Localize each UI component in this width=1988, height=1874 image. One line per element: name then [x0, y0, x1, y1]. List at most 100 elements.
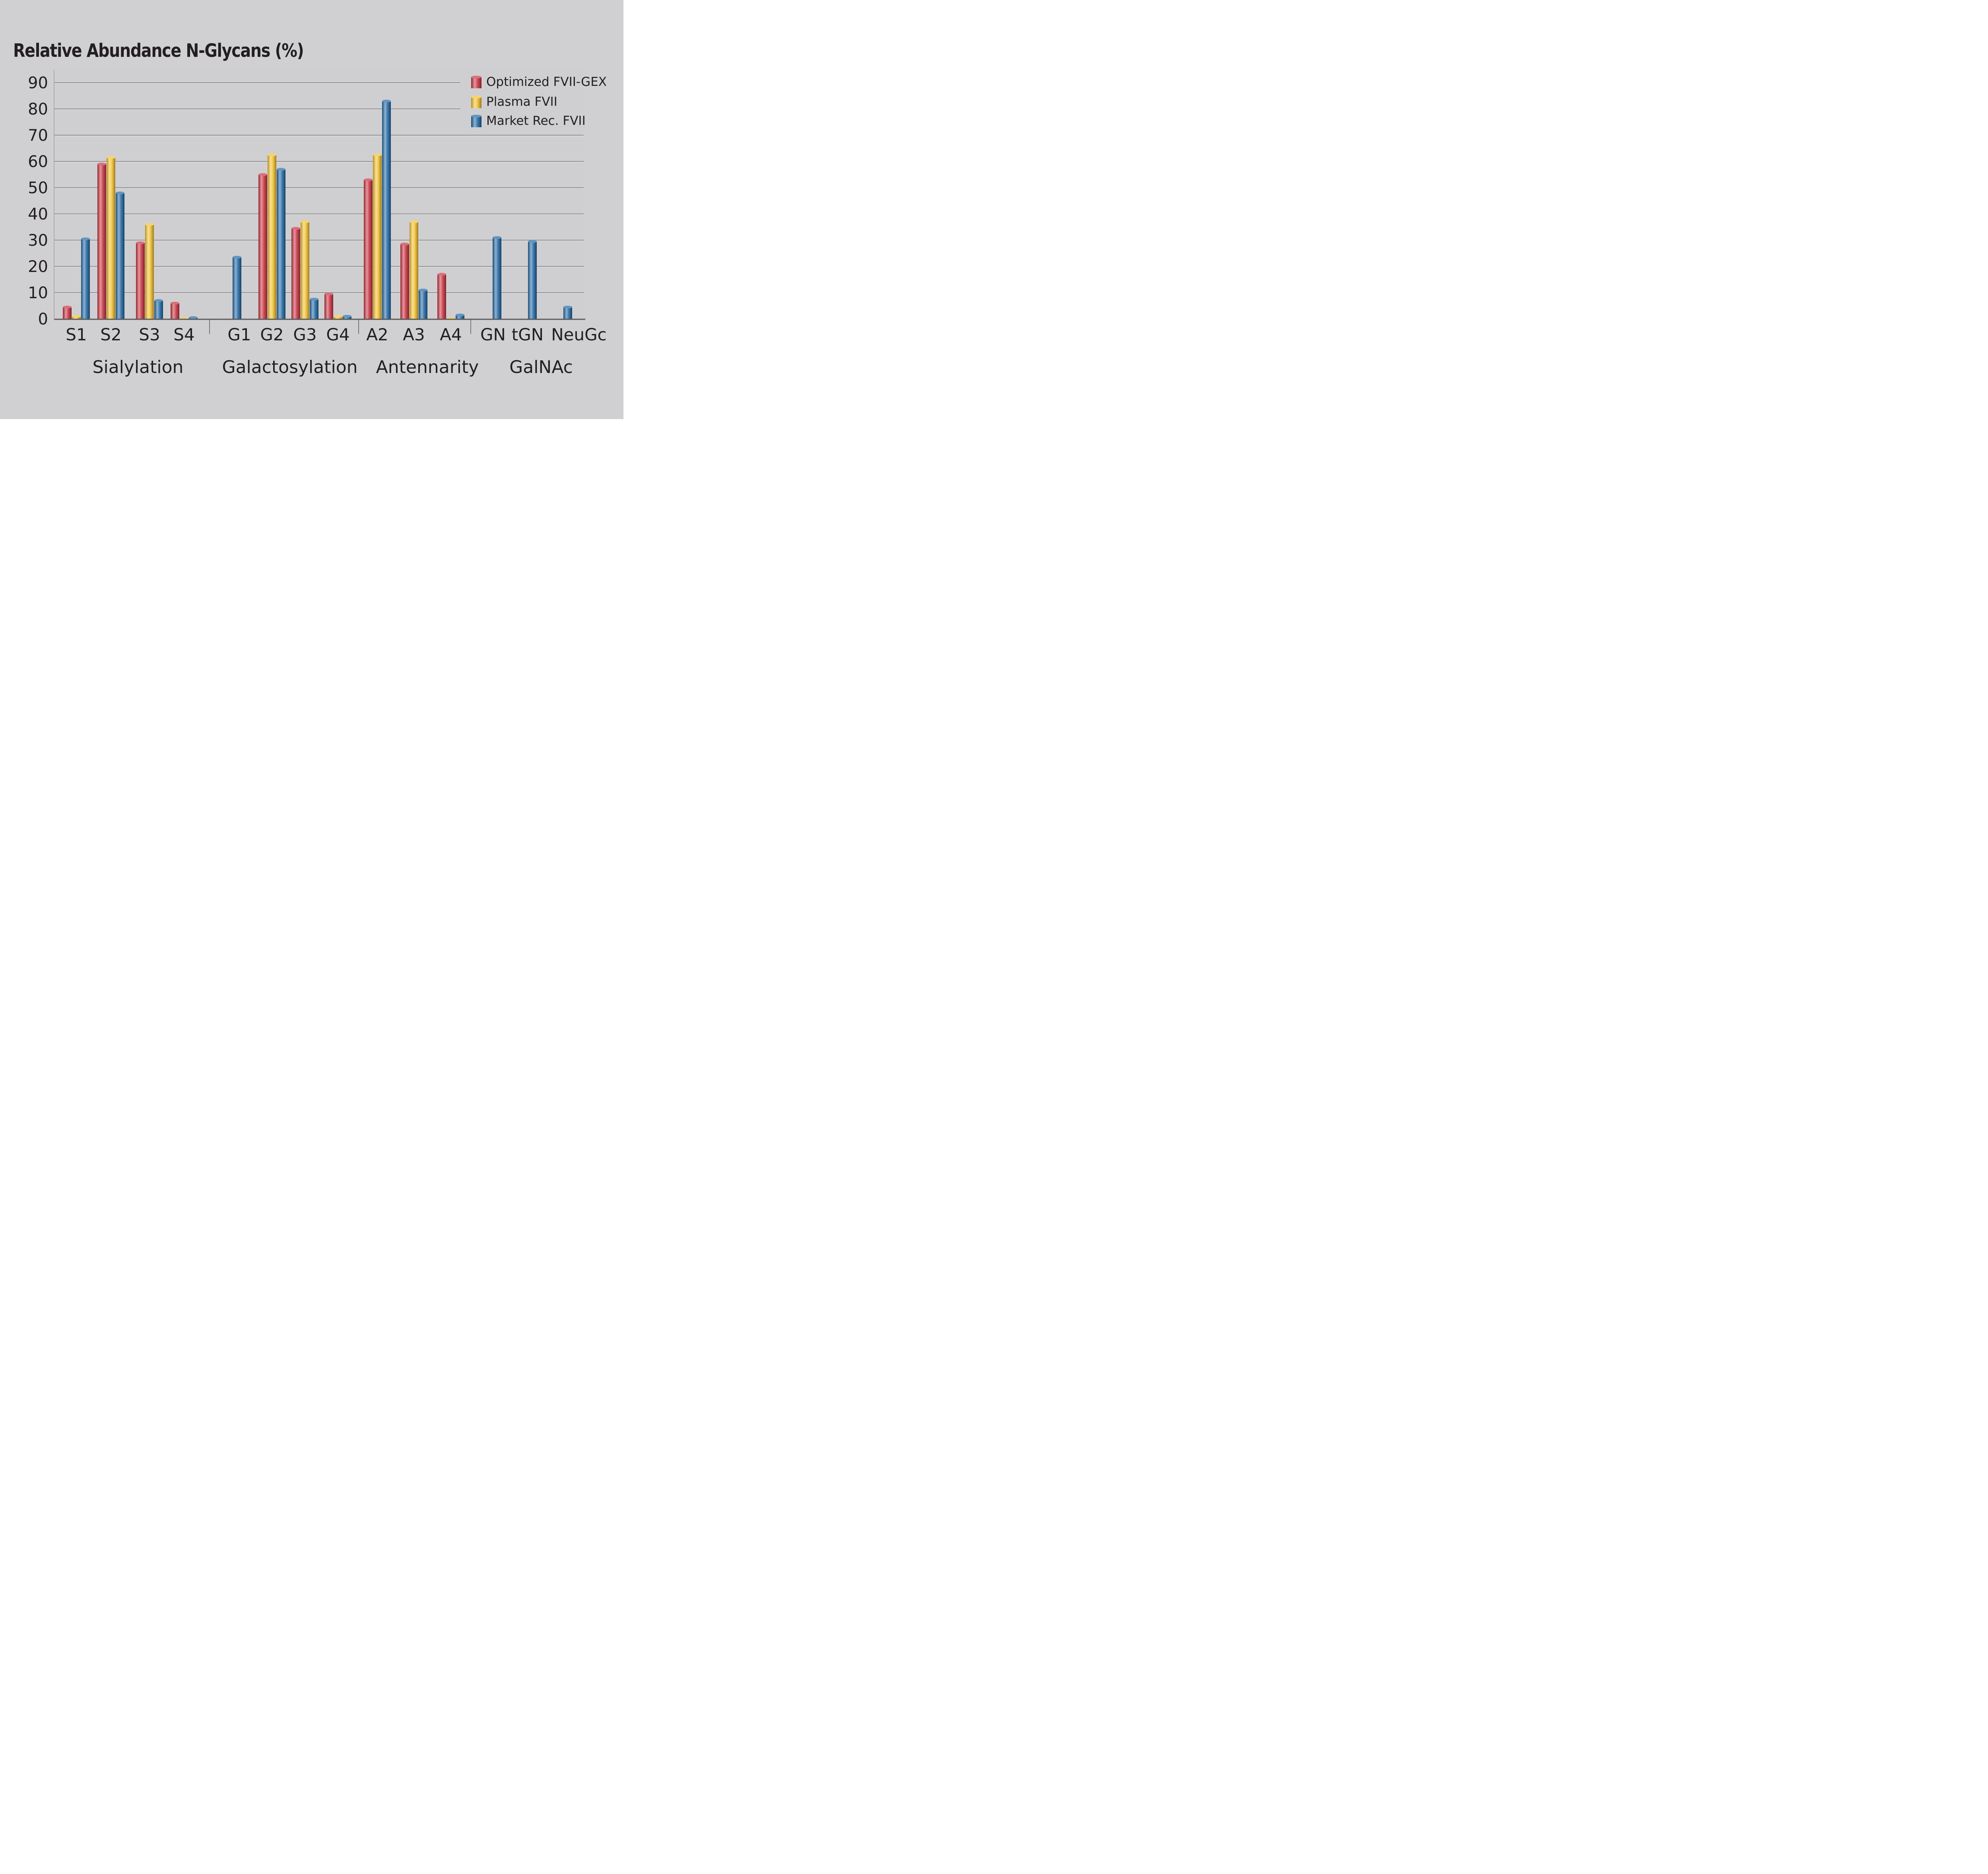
legend-item: Optimized FVII-GEX	[471, 75, 607, 89]
bar-body	[107, 157, 115, 319]
bar-cap	[291, 227, 300, 230]
x-tick-label: A4	[440, 325, 462, 344]
bar-cap	[563, 305, 572, 309]
bar-cap	[400, 243, 409, 246]
bar-GN-market-rec-fvii	[493, 236, 501, 319]
bar-cap	[382, 99, 391, 103]
bar-cap	[72, 315, 81, 318]
bar-G3-market-rec-fvii	[310, 298, 318, 319]
x-tick-label: G1	[227, 325, 251, 344]
bar-S4-optimized-fvii-gex	[171, 301, 179, 319]
bar-G3-optimized-fvii-gex	[291, 227, 300, 319]
bar-cap	[301, 220, 309, 223]
x-tick-label: S3	[139, 325, 160, 344]
legend-label: Plasma FVII	[486, 95, 557, 109]
bar-A4-market-rec-fvii	[456, 313, 464, 319]
y-tick-label: 0	[38, 310, 48, 328]
bar-cap	[233, 256, 241, 259]
group-label: Sialylation	[93, 357, 184, 377]
bar-cap	[373, 153, 382, 156]
bar-S2-plasma-fvii	[107, 156, 115, 319]
bar-A2-plasma-fvii	[373, 153, 382, 319]
bar-G2-optimized-fvii-gex	[258, 173, 267, 319]
x-tick-label: S1	[66, 325, 87, 344]
bar-body	[419, 290, 427, 319]
y-tick-label: 30	[28, 231, 48, 250]
bar-A2-optimized-fvii-gex	[364, 178, 373, 319]
bar-cap	[324, 292, 333, 295]
bar-body	[145, 224, 154, 319]
bar-S2-optimized-fvii-gex	[97, 163, 106, 319]
bar-G4-plasma-fvii	[334, 315, 342, 319]
bar-S3-market-rec-fvii	[154, 299, 163, 319]
bar-body	[301, 221, 309, 319]
bar-S3-optimized-fvii-gex	[136, 241, 145, 319]
bar-body	[410, 221, 418, 319]
axes	[54, 70, 585, 334]
bar-S4-market-rec-fvii	[189, 316, 198, 319]
bar-G4-market-rec-fvii	[343, 315, 351, 319]
group-label: Antennarity	[376, 357, 479, 377]
bar-S3-plasma-fvii	[145, 223, 154, 319]
bar-body	[154, 300, 163, 319]
bar-body	[324, 294, 333, 319]
y-tick-label: 50	[28, 179, 48, 197]
legend-label: Market Rec. FVII	[486, 114, 586, 128]
y-tick-label: 60	[28, 153, 48, 171]
bar-NeuGc-market-rec-fvii	[563, 305, 572, 319]
legend-swatch-icon	[471, 116, 481, 127]
bar-chart: 0 10 20 30 40 50 60 70 80 90 S1 S2 S3 S4 G1 G2 G3 G4 A2 A3…	[28, 70, 607, 377]
x-axis-labels: S1 S2 S3 S4 G1 G2 G3 G4 A2 A3 A4 GN tGN NeuGc	[66, 325, 606, 344]
x-tick-label: A2	[366, 325, 388, 344]
y-axis-ticks: 0 10 20 30 40 50 60 70 80 90	[28, 74, 48, 328]
bar-cap	[81, 237, 90, 241]
legend: Optimized FVII-GEX Plasma FVII Market Rec.…	[471, 75, 607, 128]
bar-body	[456, 315, 464, 319]
bar-body	[233, 257, 241, 319]
bar-cap	[410, 220, 418, 223]
bar-S1-optimized-fvii-gex	[63, 305, 72, 319]
bar-cap	[107, 156, 115, 159]
y-tick-label: 40	[28, 205, 48, 223]
legend-swatch-cap	[471, 95, 481, 99]
bar-body	[493, 237, 501, 319]
bar-body	[291, 228, 300, 319]
bar-S1-market-rec-fvii	[81, 237, 90, 319]
bar-body	[268, 155, 276, 319]
legend-swatch-icon	[471, 97, 481, 108]
legend-swatch-cap	[471, 115, 481, 118]
bar-G3-plasma-fvii	[301, 220, 309, 319]
x-tick-label: G2	[260, 325, 283, 344]
bar-G2-plasma-fvii	[268, 153, 276, 319]
y-tick-label: 80	[28, 100, 48, 118]
bar-cap	[136, 241, 145, 245]
bar-S1-plasma-fvii	[72, 315, 81, 319]
group-label: Galactosylation	[222, 357, 357, 377]
legend-swatch-icon	[471, 77, 481, 88]
bar-body	[437, 274, 446, 319]
group-label: GalNAc	[509, 357, 573, 377]
bar-body	[310, 299, 318, 319]
bar-A4-optimized-fvii-gex	[437, 273, 446, 319]
bar-cap	[63, 305, 72, 309]
x-tick-label: GN	[480, 325, 506, 344]
bar-G2-market-rec-fvii	[277, 168, 285, 319]
bar-body	[382, 101, 391, 319]
bar-cap	[437, 273, 446, 276]
bar-cap	[419, 288, 427, 291]
x-tick-label: NeuGc	[551, 325, 607, 344]
bar-cap	[171, 301, 179, 305]
chart-title: Relative Abundance N-Glycans (%)	[13, 40, 304, 61]
bar-cap	[364, 178, 373, 181]
bar-A3-plasma-fvii	[410, 220, 418, 319]
bar-body	[528, 241, 537, 319]
bar-cap	[528, 240, 537, 243]
bar-cap	[145, 223, 154, 226]
bar-cap	[268, 153, 276, 156]
bar-body	[63, 307, 72, 319]
bar-body	[81, 239, 90, 319]
legend-label: Optimized FVII-GEX	[486, 75, 607, 89]
bar-G1-market-rec-fvii	[233, 256, 241, 319]
bar-body	[97, 164, 106, 319]
bar-cap	[189, 316, 198, 319]
